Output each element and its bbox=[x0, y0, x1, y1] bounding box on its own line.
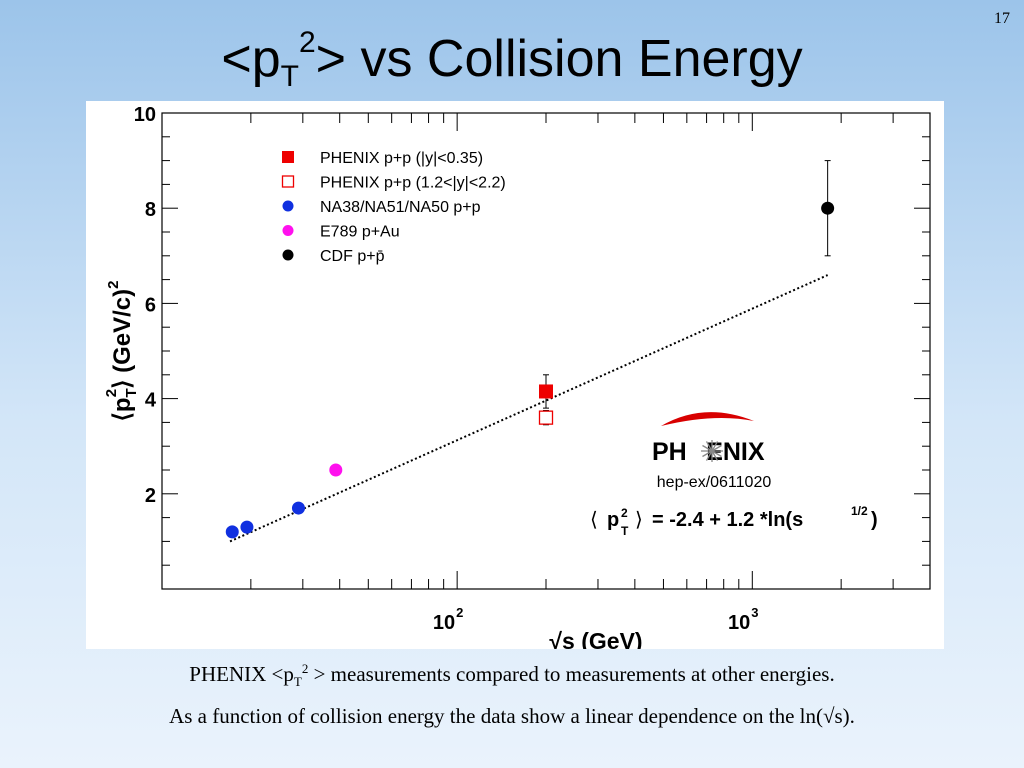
caption-1-subscript: T bbox=[293, 674, 302, 690]
caption-line-1: PHENIX <pT2 > measurements compared to m… bbox=[0, 661, 1024, 690]
formula-text: = -2.4 + 1.2 *ln(s bbox=[652, 509, 803, 531]
data-point-series-3 bbox=[329, 463, 343, 477]
phenix-logo-part: PH bbox=[652, 438, 687, 466]
data-point-series-2 bbox=[240, 520, 254, 534]
phenix-logo-gap: O bbox=[687, 438, 706, 466]
slide-title: <pT2> vs Collision Energy bbox=[0, 26, 1024, 93]
caption-line-2: As a function of collision energy the da… bbox=[169, 704, 855, 728]
annotations: PHENIXPHOENIXhep-ex/0611020⟨ p 2T ⟩ = -2.4 +… bbox=[590, 412, 878, 538]
y-axis-label: ⟨p_T^2⟩ (GeV/c)^2⟨pT2⟩ (GeV/c)2 bbox=[103, 281, 140, 422]
legend-entry: CDF p+p̄ bbox=[320, 248, 385, 265]
legend-entry: NA38/NA51/NA50 p+p bbox=[320, 199, 481, 216]
starburst-ray bbox=[711, 444, 722, 452]
formula-close: ) bbox=[871, 509, 878, 531]
legend-entry: PHENIX p+p (|y|<0.35) bbox=[320, 150, 483, 167]
starburst-ray bbox=[702, 450, 713, 458]
starburst-ray bbox=[711, 450, 722, 458]
title-suffix: > vs Collision Energy bbox=[315, 30, 803, 88]
slide-number: 17 bbox=[994, 10, 1010, 27]
y-tick-label: 8 bbox=[145, 199, 156, 221]
data-point-series-2 bbox=[225, 525, 239, 539]
y-tick-label: 6 bbox=[145, 294, 156, 316]
y-axis-label-part: 2 bbox=[105, 281, 122, 289]
y-axis-label-part: ⟩ (GeV/c) bbox=[109, 289, 136, 389]
starburst-ray bbox=[705, 450, 713, 461]
formula-bracket-right: ⟩ bbox=[635, 509, 643, 531]
starburst-ray bbox=[705, 441, 713, 452]
legend: PHENIX p+p (|y|<0.35) PHENIX p+p (1.2<|y|… bbox=[281, 150, 506, 265]
legend-entry: PHENIX p+p (1.2<|y|<2.2) bbox=[320, 175, 506, 192]
phenix-logo-part: ENIX bbox=[706, 438, 765, 466]
legend-marker bbox=[282, 151, 294, 163]
x-tick-label-exponent: 3 bbox=[751, 605, 758, 620]
data-points bbox=[225, 160, 835, 539]
data-point-series-0 bbox=[539, 384, 553, 399]
formula-bracket-left: ⟨ bbox=[590, 509, 598, 531]
title-prefix: <p bbox=[221, 30, 281, 88]
phenix-logo: PHENIXPHOENIX bbox=[652, 438, 765, 466]
y-tick-label: 10 bbox=[134, 104, 156, 126]
title-subscript: T bbox=[280, 60, 299, 93]
y-axis-label-part: 2 bbox=[103, 389, 120, 397]
formula-p-sup: 2 bbox=[621, 506, 628, 520]
legend-marker bbox=[282, 249, 294, 261]
y-tick-label: 2 bbox=[145, 485, 156, 507]
formula-p-sub: T bbox=[621, 524, 629, 538]
phenix-logo-arc bbox=[661, 412, 754, 426]
fit-line-group bbox=[229, 274, 829, 543]
starburst-ray bbox=[702, 444, 713, 452]
fit-line bbox=[229, 274, 829, 543]
legend-entry: E789 p+Au bbox=[320, 224, 400, 241]
starburst-ray bbox=[711, 450, 719, 461]
y-tick-label: 4 bbox=[145, 390, 157, 412]
data-point-series-4 bbox=[821, 201, 835, 215]
y-axis-label-part: ⟨p bbox=[109, 397, 136, 421]
x-tick-label: 10 bbox=[728, 612, 750, 634]
y-axis-label-part: T bbox=[123, 388, 140, 397]
x-axis-label: √s (GeV) bbox=[549, 628, 642, 649]
caption-1-prefix: PHENIX <p bbox=[189, 662, 294, 686]
formula-exponent: 1/2 bbox=[851, 504, 868, 518]
plot-frame bbox=[161, 112, 931, 590]
phenix-starburst-icon bbox=[701, 440, 723, 462]
formula-p: p bbox=[607, 509, 619, 531]
starburst-ray bbox=[711, 441, 719, 452]
reference-text: hep-ex/0611020 bbox=[657, 474, 772, 491]
caption-1-superscript: 2 bbox=[301, 661, 309, 676]
legend-marker bbox=[282, 200, 294, 212]
title-superscript: 2 bbox=[298, 26, 316, 59]
caption-1-suffix: > measurements compared to measurements … bbox=[308, 662, 835, 686]
legend-marker bbox=[281, 175, 295, 188]
x-tick-label-exponent: 2 bbox=[456, 605, 463, 620]
data-point-series-1 bbox=[538, 410, 554, 425]
data-point-series-2 bbox=[291, 501, 305, 515]
legend-marker bbox=[282, 225, 294, 236]
x-tick-label: 10 bbox=[433, 612, 455, 634]
